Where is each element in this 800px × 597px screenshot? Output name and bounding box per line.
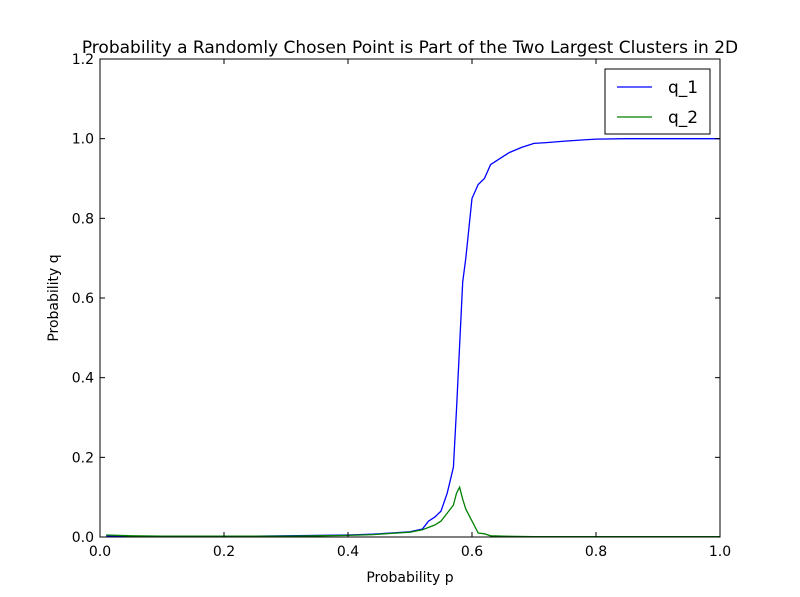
series-layer [106, 138, 720, 538]
y-tick-label: 1.2 [72, 52, 94, 68]
y-tick-label: 0.4 [72, 371, 94, 387]
y-axis-label: Probability q [46, 254, 62, 341]
legend: q_1 q_2 [604, 68, 711, 135]
x-tick-label: 0.8 [585, 544, 607, 560]
y-tick-label: 0.0 [72, 530, 94, 546]
series-line-q2 [106, 485, 720, 538]
legend-label-q2: q_2 [668, 108, 698, 128]
legend-frame [604, 68, 711, 135]
x-tick-label: 0.2 [213, 544, 235, 560]
y-tick-label: 0.6 [72, 291, 94, 307]
plot-area: 0.0 0.2 0.4 0.6 0.8 1.0 0.0 0.2 0.4 0.6 0.8 1.0 1.2 [72, 52, 731, 560]
x-axis-label: Probability p [366, 570, 453, 586]
ticks-layer: 0.0 0.2 0.4 0.6 0.8 1.0 0.0 0.2 0.4 0.6 0.8 1.0 1.2 [72, 52, 731, 560]
y-tick-label: 0.2 [72, 450, 94, 466]
y-tick-label: 1.0 [72, 132, 94, 148]
series-line-q1 [106, 138, 720, 537]
chart-title: Probability a Randomly Chosen Point is P… [82, 38, 738, 58]
x-tick-label: 0.4 [337, 544, 359, 560]
y-tick-label: 0.8 [72, 211, 94, 227]
legend-label-q1: q_1 [668, 78, 698, 98]
x-tick-label: 0.6 [461, 544, 483, 560]
x-tick-label: 0.0 [89, 544, 111, 560]
x-tick-label: 1.0 [709, 544, 731, 560]
